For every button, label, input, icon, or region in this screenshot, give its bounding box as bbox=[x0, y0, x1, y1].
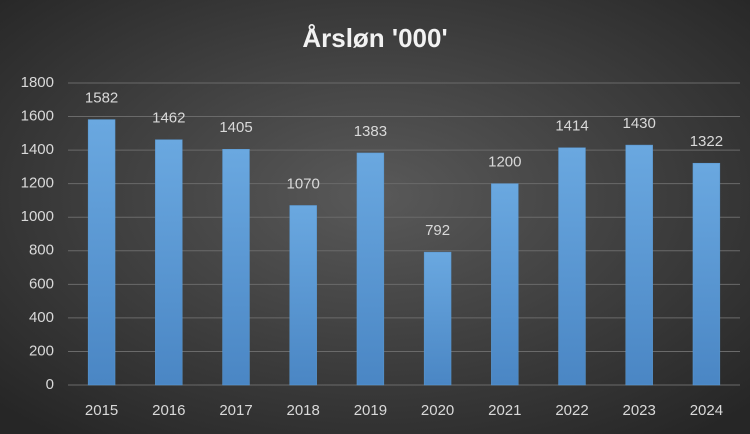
x-tick-label: 2019 bbox=[354, 402, 387, 419]
y-tick-label: 1200 bbox=[21, 175, 54, 192]
y-tick-label: 1400 bbox=[21, 141, 54, 158]
data-label: 1383 bbox=[354, 123, 387, 140]
x-tick-label: 2017 bbox=[219, 402, 252, 419]
data-label: 1200 bbox=[488, 154, 521, 171]
bar bbox=[491, 183, 519, 386]
x-tick-label: 2022 bbox=[555, 402, 588, 419]
data-label: 1322 bbox=[690, 133, 723, 150]
bar bbox=[155, 139, 183, 386]
x-tick-label: 2021 bbox=[488, 402, 521, 419]
bar bbox=[423, 251, 452, 386]
y-tick-label: 1000 bbox=[21, 208, 54, 225]
bar bbox=[625, 144, 653, 386]
y-tick-label: 1800 bbox=[21, 74, 54, 91]
data-label: 1462 bbox=[152, 110, 185, 127]
bar bbox=[692, 162, 721, 386]
chart-title: Årsløn '000' bbox=[302, 23, 447, 53]
bar bbox=[87, 119, 116, 386]
bar bbox=[356, 152, 385, 386]
x-tick-label: 2024 bbox=[690, 402, 723, 419]
data-label: 1430 bbox=[623, 115, 656, 132]
x-tick-label: 2018 bbox=[287, 402, 320, 419]
bar bbox=[289, 205, 317, 386]
bar bbox=[558, 147, 586, 386]
y-tick-label: 800 bbox=[29, 242, 54, 259]
x-tick-label: 2016 bbox=[152, 402, 185, 419]
data-label: 792 bbox=[425, 222, 450, 239]
y-tick-label: 600 bbox=[29, 275, 54, 292]
y-tick-label: 1600 bbox=[21, 108, 54, 125]
data-label: 1414 bbox=[555, 118, 588, 135]
bar bbox=[222, 149, 250, 386]
x-tick-label: 2015 bbox=[85, 402, 118, 419]
data-label: 1582 bbox=[85, 90, 118, 107]
data-label: 1070 bbox=[287, 175, 320, 192]
y-tick-label: 0 bbox=[46, 376, 54, 393]
x-tick-label: 2020 bbox=[421, 402, 454, 419]
x-tick-label: 2023 bbox=[623, 402, 656, 419]
y-tick-label: 400 bbox=[29, 309, 54, 326]
y-tick-label: 200 bbox=[29, 342, 54, 359]
data-label: 1405 bbox=[219, 119, 252, 136]
